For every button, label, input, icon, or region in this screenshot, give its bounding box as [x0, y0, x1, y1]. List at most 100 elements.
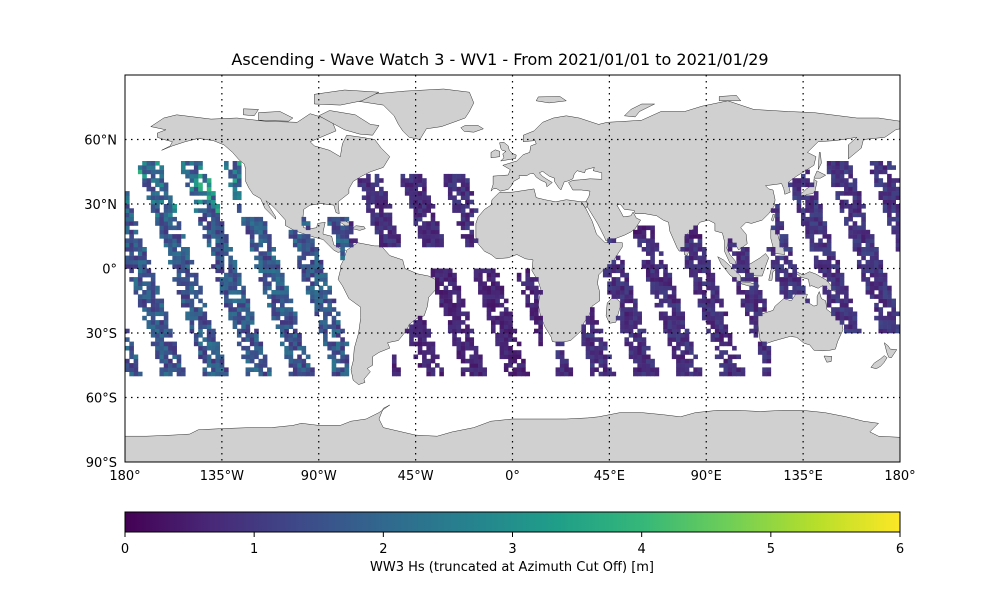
hs-cell: [602, 367, 608, 372]
hs-cell: [301, 277, 307, 282]
hs-cell: [172, 234, 177, 239]
hs-cell: [314, 251, 320, 256]
hs-cell: [848, 315, 853, 321]
hs-cell: [727, 354, 733, 360]
hs-cell: [224, 285, 229, 291]
hs-cell: [159, 333, 165, 338]
hs-cell: [740, 367, 746, 372]
hs-cell: [882, 195, 888, 200]
hs-cell: [473, 345, 479, 351]
hs-cell: [753, 302, 759, 308]
hs-cell: [689, 371, 694, 377]
hs-cell: [641, 358, 647, 364]
hs-cell: [869, 234, 875, 239]
hs-cell: [809, 225, 815, 231]
hs-cell: [417, 225, 423, 231]
hs-cell: [693, 354, 698, 360]
hs-cell: [508, 315, 513, 321]
hs-cell: [844, 178, 849, 183]
hs-cell: [723, 367, 729, 372]
hs-cell: [723, 371, 729, 377]
hs-cell: [176, 281, 182, 286]
hs-cell: [297, 255, 302, 261]
hs-cell: [189, 311, 195, 317]
hs-cell: [219, 234, 225, 239]
hs-cell: [809, 195, 815, 200]
hs-cell: [335, 328, 341, 334]
hs-cell: [826, 264, 832, 269]
hs-cell: [598, 328, 604, 334]
hs-cell: [663, 315, 668, 321]
hs-cell: [809, 199, 815, 205]
hs-cell: [271, 259, 276, 265]
hs-cell: [645, 247, 651, 252]
hs-cell: [770, 264, 776, 269]
hs-cell: [637, 311, 642, 317]
hs-cell: [865, 268, 871, 274]
hs-cell: [460, 234, 466, 239]
hs-cell: [693, 268, 698, 274]
hs-cell: [805, 298, 810, 304]
lon-tick-label: 90°E: [691, 469, 722, 484]
lat-tick-label: 60°S: [86, 392, 117, 407]
hs-cell: [236, 195, 242, 200]
hs-cell: [383, 225, 388, 231]
hs-cell: [435, 242, 440, 248]
hs-cell: [689, 247, 694, 252]
hs-cell: [288, 350, 294, 355]
hs-cell: [891, 204, 896, 209]
hs-cell: [887, 216, 892, 222]
hs-cell: [142, 268, 147, 274]
hs-cell: [198, 354, 203, 360]
hs-cell: [267, 234, 272, 239]
hs-cell: [168, 259, 173, 265]
hs-cell: [878, 272, 884, 278]
hs-cell: [689, 255, 694, 261]
hs-cell: [305, 272, 311, 278]
hs-cell: [693, 229, 698, 235]
hs-cell: [645, 367, 651, 372]
hs-cell: [874, 251, 879, 256]
hs-cell: [447, 307, 453, 312]
hs-cell: [887, 324, 892, 329]
hs-cell: [159, 225, 165, 231]
hs-cell: [383, 191, 388, 196]
hs-cell: [788, 259, 793, 265]
hs-cell: [452, 315, 457, 321]
hs-cell: [335, 311, 341, 317]
hs-cell: [150, 311, 156, 317]
hs-cell: [663, 285, 668, 291]
hs-cell: [202, 225, 208, 231]
hs-cell: [512, 350, 518, 355]
hs-cell: [262, 238, 268, 243]
hs-cell: [594, 358, 599, 364]
hs-cell: [645, 268, 651, 274]
hs-cell: [495, 341, 500, 347]
hs-cell: [314, 290, 320, 295]
hs-cell: [676, 298, 681, 304]
hs-cell: [456, 285, 462, 291]
hs-cell: [159, 328, 165, 334]
hs-cell: [215, 234, 221, 239]
hs-cell: [503, 354, 509, 360]
hs-cell: [189, 272, 195, 278]
hs-cell: [495, 281, 500, 286]
hs-cell: [150, 161, 156, 166]
hs-cell: [667, 315, 673, 321]
hs-cell: [822, 264, 828, 269]
hs-cell: [534, 277, 539, 282]
landmass-new-zealand-n: [883, 342, 898, 358]
hs-cell: [710, 298, 716, 304]
hs-cell: [245, 345, 251, 351]
hs-cell: [301, 264, 307, 269]
hs-cell: [133, 358, 139, 364]
hs-cell: [727, 247, 733, 252]
hs-cell: [129, 277, 134, 282]
hs-cell: [697, 285, 703, 291]
hs-cell: [146, 298, 152, 304]
hs-cell: [887, 208, 892, 213]
hs-cell: [129, 255, 134, 261]
hs-cell: [292, 315, 298, 321]
hs-cell: [590, 371, 595, 377]
hs-cell: [159, 341, 165, 347]
